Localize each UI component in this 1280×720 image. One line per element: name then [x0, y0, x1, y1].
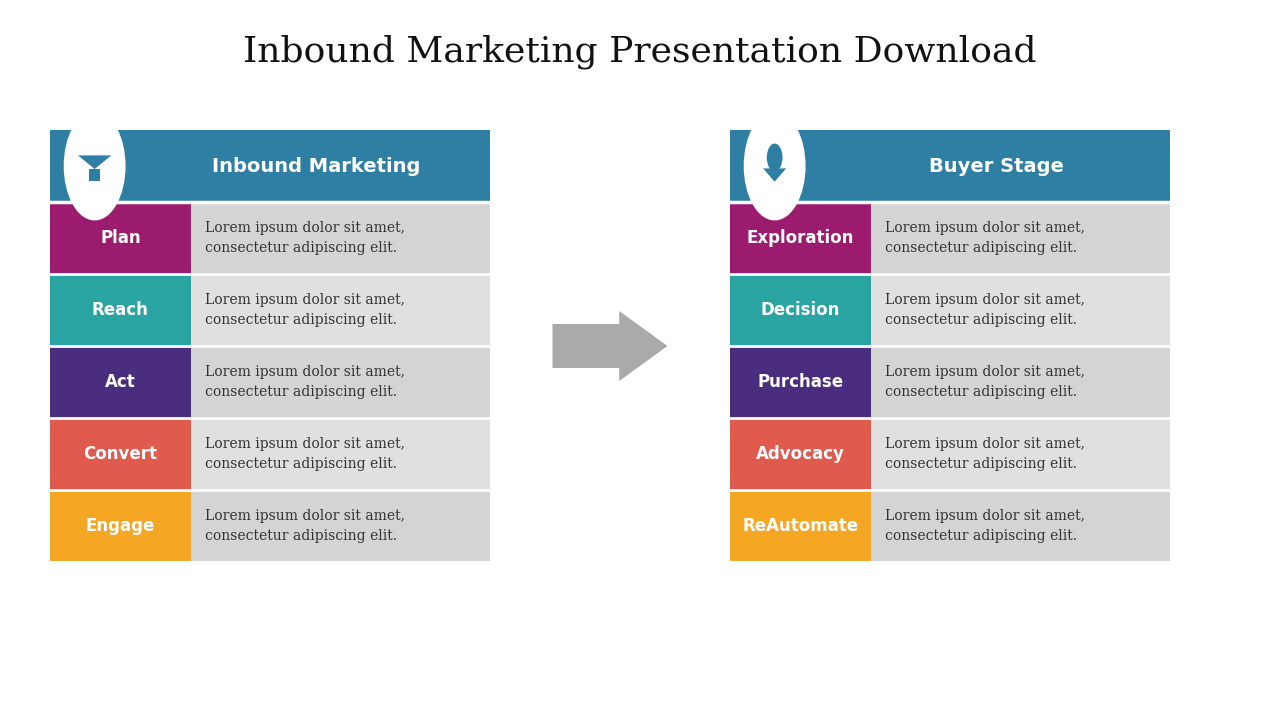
Bar — [730, 346, 870, 418]
Text: Inbound Marketing: Inbound Marketing — [212, 156, 421, 176]
Bar — [870, 274, 1170, 346]
Text: Lorem ipsum dolor sit amet,
consectetur adipiscing elit.: Lorem ipsum dolor sit amet, consectetur … — [205, 437, 404, 472]
Bar — [730, 130, 1170, 202]
Bar — [191, 274, 490, 346]
Polygon shape — [90, 169, 100, 181]
Ellipse shape — [745, 112, 805, 220]
Text: Exploration: Exploration — [746, 229, 854, 247]
Text: Inbound Marketing Presentation Download: Inbound Marketing Presentation Download — [243, 35, 1037, 69]
Bar — [870, 202, 1170, 274]
Text: Reach: Reach — [92, 301, 148, 319]
Text: Lorem ipsum dolor sit amet,
consectetur adipiscing elit.: Lorem ipsum dolor sit amet, consectetur … — [205, 221, 404, 256]
Bar — [730, 202, 870, 274]
Text: Lorem ipsum dolor sit amet,
consectetur adipiscing elit.: Lorem ipsum dolor sit amet, consectetur … — [884, 509, 1085, 544]
Bar — [50, 274, 191, 346]
Bar — [191, 418, 490, 490]
Bar — [870, 418, 1170, 490]
Bar — [870, 346, 1170, 418]
Text: Act: Act — [105, 373, 136, 391]
Bar — [730, 274, 870, 346]
Bar — [870, 490, 1170, 562]
Text: Lorem ipsum dolor sit amet,
consectetur adipiscing elit.: Lorem ipsum dolor sit amet, consectetur … — [205, 365, 404, 400]
Bar — [730, 490, 870, 562]
Polygon shape — [78, 156, 111, 169]
Text: Advocacy: Advocacy — [756, 445, 845, 463]
Text: Lorem ipsum dolor sit amet,
consectetur adipiscing elit.: Lorem ipsum dolor sit amet, consectetur … — [884, 293, 1085, 328]
Bar — [50, 346, 191, 418]
Text: Buyer Stage: Buyer Stage — [929, 156, 1064, 176]
Text: Lorem ipsum dolor sit amet,
consectetur adipiscing elit.: Lorem ipsum dolor sit amet, consectetur … — [884, 437, 1085, 472]
Ellipse shape — [767, 143, 782, 171]
Text: Engage: Engage — [86, 517, 155, 535]
Bar — [191, 346, 490, 418]
Bar — [50, 490, 191, 562]
Text: ReAutomate: ReAutomate — [742, 517, 859, 535]
Polygon shape — [553, 311, 667, 381]
Bar — [191, 490, 490, 562]
Text: Lorem ipsum dolor sit amet,
consectetur adipiscing elit.: Lorem ipsum dolor sit amet, consectetur … — [205, 509, 404, 544]
Text: Purchase: Purchase — [758, 373, 844, 391]
Text: Lorem ipsum dolor sit amet,
consectetur adipiscing elit.: Lorem ipsum dolor sit amet, consectetur … — [205, 293, 404, 328]
Text: Plan: Plan — [100, 229, 141, 247]
Text: Decision: Decision — [760, 301, 840, 319]
Bar — [730, 418, 870, 490]
Bar — [50, 130, 490, 202]
Text: Lorem ipsum dolor sit amet,
consectetur adipiscing elit.: Lorem ipsum dolor sit amet, consectetur … — [884, 365, 1085, 400]
Polygon shape — [763, 168, 786, 181]
Bar — [50, 202, 191, 274]
Text: Lorem ipsum dolor sit amet,
consectetur adipiscing elit.: Lorem ipsum dolor sit amet, consectetur … — [884, 221, 1085, 256]
Ellipse shape — [64, 112, 125, 220]
Bar — [191, 202, 490, 274]
Text: Convert: Convert — [83, 445, 157, 463]
Bar — [50, 418, 191, 490]
